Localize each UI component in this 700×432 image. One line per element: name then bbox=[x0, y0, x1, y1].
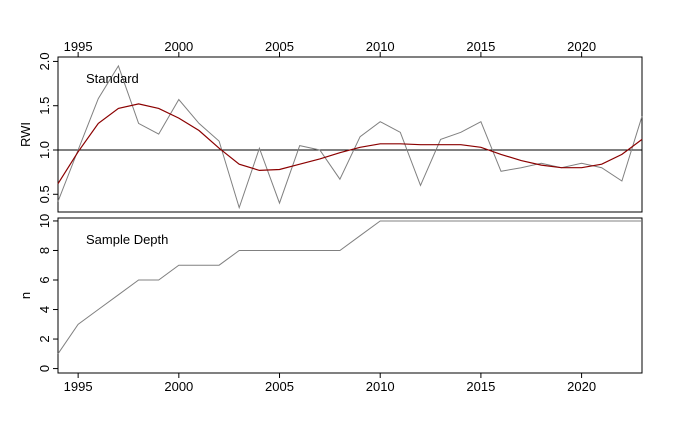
y-axis-label: RWI bbox=[18, 122, 33, 147]
panel-label: Standard bbox=[86, 71, 139, 86]
x-tick-label: 2020 bbox=[567, 39, 596, 54]
x-tick-label: 1995 bbox=[64, 379, 93, 394]
x-tick-label: 2000 bbox=[164, 39, 193, 54]
x-tick-label: 2015 bbox=[466, 379, 495, 394]
y-tick-label: 10 bbox=[37, 214, 52, 228]
x-tick-label: 2010 bbox=[366, 39, 395, 54]
y-axis-label: n bbox=[18, 292, 33, 299]
y-tick-label: 1.5 bbox=[37, 97, 52, 115]
y-tick-label: 8 bbox=[37, 247, 52, 254]
y-tick-label: 0.5 bbox=[37, 185, 52, 203]
panel-label: Sample Depth bbox=[86, 232, 168, 247]
y-tick-label: 6 bbox=[37, 276, 52, 283]
plot-frame bbox=[57, 56, 643, 213]
x-tick-label: 2015 bbox=[466, 39, 495, 54]
x-tick-label: 2020 bbox=[567, 379, 596, 394]
raw-rwi-series-line bbox=[57, 64, 643, 210]
x-tick-label: 2005 bbox=[265, 39, 294, 54]
smoothed-rwi-series-line bbox=[57, 103, 643, 185]
y-tick-label: 1.0 bbox=[37, 141, 52, 159]
plot-frame bbox=[57, 217, 643, 374]
sample-depth-panel: 1995 2000 2005 2010 2015 2020 0 2 4 6 8 10 n Sample D… bbox=[18, 214, 643, 394]
y-tick-label: 2 bbox=[37, 335, 52, 342]
x-tick-label: 2010 bbox=[366, 379, 395, 394]
y-tick-label: 2.0 bbox=[37, 52, 52, 70]
x-tick-label: 2000 bbox=[164, 379, 193, 394]
y-tick-label: 4 bbox=[37, 306, 52, 313]
standard-panel: 1995 2000 2005 2010 2015 2020 0.5 1.0 1.5 2.0 RWI S… bbox=[18, 39, 643, 213]
sample-depth-series-line bbox=[57, 220, 642, 355]
x-tick-label: 1995 bbox=[64, 39, 93, 54]
x-tick-label: 2005 bbox=[265, 379, 294, 394]
y-tick-label: 0 bbox=[37, 365, 52, 372]
